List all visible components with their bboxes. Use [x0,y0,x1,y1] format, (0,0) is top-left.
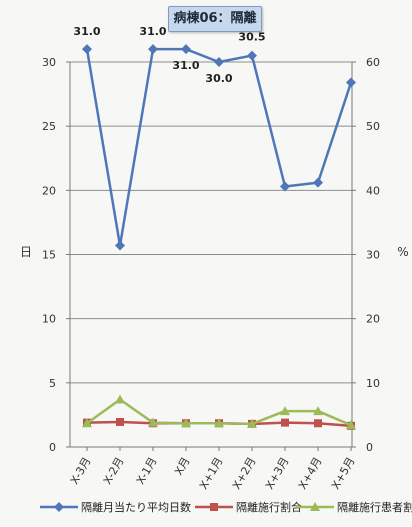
y-right-tick-label: 10 [366,377,380,390]
chart-title: 病棟06：隔離 [168,6,262,32]
legend-label-patient-ratio: 隔離施行患者割合 [337,499,412,515]
y-right-tick-label: 30 [366,249,380,262]
data-point [346,78,356,88]
legend-item-avg-days: 隔離月当たり平均日数 [40,498,191,516]
legend-label-avg-days: 隔離月当たり平均日数 [81,499,191,515]
legend-label-ratio: 隔離施行割合 [236,499,302,515]
y-right-tick-label: 60 [366,56,380,69]
y-left-tick-label: 0 [49,441,56,454]
y-right-tick-label: 20 [366,313,380,326]
data-label: 31.0 [73,25,100,38]
y-right-tick-label: 40 [366,184,380,197]
legend-item-ratio: 隔離施行割合 [195,498,302,516]
data-point [82,44,92,54]
x-tick-label: X-1月 [134,455,160,487]
legend-marker-triangle-icon [296,501,334,513]
x-tick-label: X+4月 [296,455,325,492]
data-point [116,418,124,426]
data-label: 30.0 [205,72,232,85]
y-left-tick-label: 25 [42,120,56,133]
y-axis-left-label: 日 [20,245,32,259]
legend: 隔離月当たり平均日数 隔離施行割合 隔離施行患者割合 [40,498,408,516]
y-right-tick-label: 0 [366,441,373,454]
x-tick-label: X-2月 [101,455,127,487]
y-left-tick-label: 5 [49,377,56,390]
x-tick-label: X月 [172,455,193,478]
data-point [247,51,257,61]
legend-marker-square-icon [195,501,233,513]
y-axis-right-label: % [397,245,408,259]
data-point [281,419,289,427]
legend-item-patient-ratio: 隔離施行患者割合 [296,498,412,516]
data-point [148,44,158,54]
data-point [181,44,191,54]
data-point [314,419,322,427]
legend-marker-diamond-icon [40,501,78,513]
x-tick-label: X+1月 [197,455,226,492]
data-point [115,241,125,251]
y-left-tick-label: 15 [42,249,56,262]
x-tick-label: X+5月 [329,455,358,492]
data-point [115,395,125,404]
data-point [313,178,323,188]
y-right-tick-label: 50 [366,120,380,133]
data-label: 31.0 [172,59,199,72]
y-left-tick-label: 10 [42,313,56,326]
data-label: 30.5 [238,31,265,44]
x-tick-label: X+3月 [263,455,292,492]
x-tick-label: X-3月 [68,455,94,487]
y-left-tick-label: 30 [42,56,56,69]
data-label: 31.0 [139,25,166,38]
x-tick-label: X+2月 [230,455,259,492]
y-left-tick-label: 20 [42,184,56,197]
data-point [214,57,224,67]
